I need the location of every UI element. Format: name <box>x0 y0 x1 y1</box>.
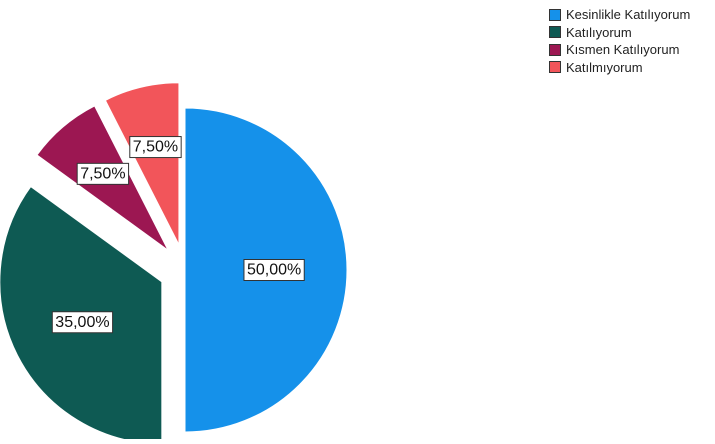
data-label-box <box>129 136 182 159</box>
data-label-text: 7,50% <box>133 139 178 156</box>
data-label: 35,00% <box>51 311 114 334</box>
data-label-box <box>243 259 305 281</box>
legend-swatch <box>549 43 561 56</box>
legend-item: Kısmen Katılıyorum <box>549 41 690 59</box>
legend-swatch <box>549 26 561 39</box>
legend-label: Kesinlikle Katılıyorum <box>566 7 691 22</box>
data-label: 7,50% <box>76 162 130 185</box>
legend-label: Katılıyorum <box>566 24 632 40</box>
data-label-text: 7,50% <box>80 165 125 182</box>
data-label-text: 35,00% <box>55 314 109 331</box>
legend-item: Kesinlikle Katılıyorum <box>549 6 690 24</box>
legend-label: Katılmıyorum <box>566 59 643 75</box>
data-label: 7,50% <box>129 136 182 159</box>
data-label: 50,00% <box>243 259 305 281</box>
legend-item: Katılmıyorum <box>549 59 690 77</box>
pie-slice <box>104 82 180 245</box>
legend: Kesinlikle Katılıyorum Katılıyorum Kısme… <box>549 6 690 76</box>
legend-swatch <box>549 61 561 74</box>
data-label-box <box>51 311 114 334</box>
data-label-box <box>76 162 130 185</box>
legend-item: Katılıyorum <box>549 24 690 42</box>
legend-swatch <box>549 8 561 21</box>
legend-label: Kısmen Katılıyorum <box>566 42 680 57</box>
data-label-text: 50,00% <box>247 262 301 279</box>
